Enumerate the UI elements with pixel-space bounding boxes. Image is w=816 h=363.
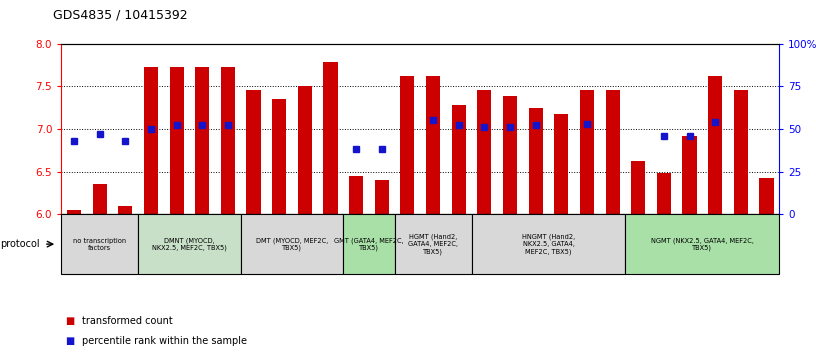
Bar xyxy=(375,180,388,214)
Bar xyxy=(426,76,440,214)
Bar xyxy=(118,206,132,214)
Text: NGMT (NKX2.5, GATA4, MEF2C,
TBX5): NGMT (NKX2.5, GATA4, MEF2C, TBX5) xyxy=(651,237,754,251)
Bar xyxy=(503,97,517,214)
Bar xyxy=(298,86,312,214)
Bar xyxy=(554,114,568,214)
Bar xyxy=(92,184,107,214)
Bar xyxy=(708,76,722,214)
Bar xyxy=(760,178,774,214)
Bar xyxy=(605,90,619,214)
Text: GDS4835 / 10415392: GDS4835 / 10415392 xyxy=(53,9,188,22)
Text: percentile rank within the sample: percentile rank within the sample xyxy=(82,336,246,346)
Text: HGMT (Hand2,
GATA4, MEF2C,
TBX5): HGMT (Hand2, GATA4, MEF2C, TBX5) xyxy=(408,234,458,254)
Bar xyxy=(144,68,158,214)
Bar xyxy=(349,176,363,214)
Text: DMNT (MYOCD,
NKX2.5, MEF2C, TBX5): DMNT (MYOCD, NKX2.5, MEF2C, TBX5) xyxy=(152,237,227,251)
Bar xyxy=(221,68,235,214)
Bar xyxy=(631,161,645,214)
Bar xyxy=(734,90,747,214)
Bar xyxy=(195,68,209,214)
Text: DMT (MYOCD, MEF2C,
TBX5): DMT (MYOCD, MEF2C, TBX5) xyxy=(256,237,328,251)
Bar xyxy=(477,90,491,214)
Bar xyxy=(246,90,260,214)
Bar xyxy=(323,62,338,214)
Text: HNGMT (Hand2,
NKX2.5, GATA4,
MEF2C, TBX5): HNGMT (Hand2, NKX2.5, GATA4, MEF2C, TBX5… xyxy=(522,234,575,254)
Bar xyxy=(657,173,671,214)
Text: ■: ■ xyxy=(65,316,74,326)
Bar xyxy=(580,90,594,214)
Bar xyxy=(529,107,543,214)
Bar xyxy=(451,105,466,214)
Bar xyxy=(272,99,286,214)
Bar xyxy=(682,136,697,214)
Bar xyxy=(67,210,81,214)
Text: ■: ■ xyxy=(65,336,74,346)
Text: protocol: protocol xyxy=(0,239,40,249)
Text: transformed count: transformed count xyxy=(82,316,172,326)
Bar xyxy=(170,68,184,214)
Text: GMT (GATA4, MEF2C,
TBX5): GMT (GATA4, MEF2C, TBX5) xyxy=(334,237,404,251)
Text: no transcription
factors: no transcription factors xyxy=(73,238,126,250)
Bar xyxy=(401,76,415,214)
